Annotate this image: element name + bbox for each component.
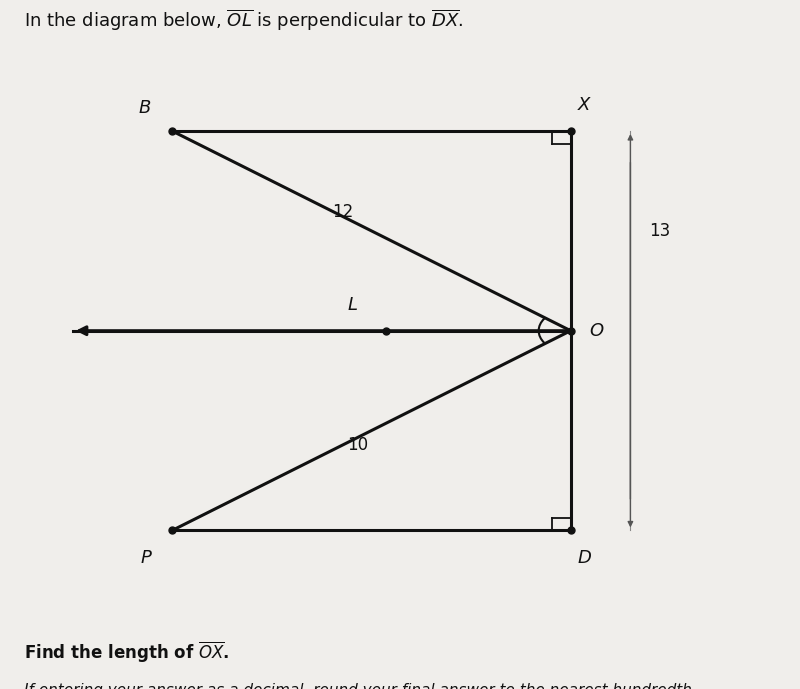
Text: Find the length of $\overline{OX}$.: Find the length of $\overline{OX}$. [24,639,229,664]
Text: 10: 10 [346,435,368,454]
Text: L: L [347,296,358,313]
Text: X: X [578,96,590,114]
Text: 13: 13 [649,222,670,240]
Text: B: B [138,99,151,117]
Text: 12: 12 [333,203,354,221]
Text: O: O [589,322,603,340]
Text: In the diagram below, $\overline{OL}$ is perpendicular to $\overline{DX}$.: In the diagram below, $\overline{OL}$ is… [24,8,463,33]
Text: D: D [578,549,592,567]
Text: P: P [140,549,151,567]
Text: If entering your answer as a decimal, round your final answer to the nearest hun: If entering your answer as a decimal, ro… [24,683,697,689]
